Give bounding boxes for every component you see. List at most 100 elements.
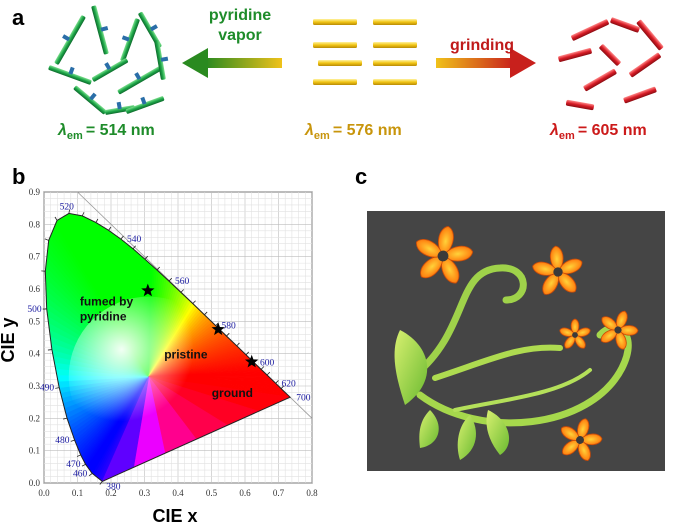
arrow-label-grinding: grinding bbox=[450, 37, 514, 54]
yellow-rod bbox=[373, 60, 417, 66]
yellow-rod bbox=[373, 19, 417, 25]
emission-label-red: λem = 605 nm bbox=[549, 122, 647, 142]
yellow-rod bbox=[313, 79, 357, 85]
flower bbox=[532, 245, 583, 295]
flower bbox=[561, 418, 603, 461]
point-label: pyridine bbox=[80, 310, 127, 324]
yellow-crystals-icon bbox=[313, 19, 417, 85]
x-tick-label: 0.8 bbox=[306, 488, 318, 498]
red-rod bbox=[629, 52, 661, 78]
floral-pattern-image bbox=[394, 226, 639, 461]
yellow-rod bbox=[373, 42, 417, 48]
green-rod bbox=[117, 65, 163, 95]
red-rod bbox=[565, 99, 595, 111]
lambda-symbol: λ bbox=[549, 122, 559, 139]
panel-a-letter: a bbox=[12, 5, 25, 30]
green-rod bbox=[91, 5, 109, 55]
yellow-rod bbox=[373, 79, 417, 85]
red-rod bbox=[583, 68, 617, 92]
x-axis-label: CIE x bbox=[152, 506, 197, 526]
y-tick-label: 0.5 bbox=[29, 316, 41, 326]
chromaticity-gamut bbox=[44, 212, 291, 482]
panel-b-letter: b bbox=[12, 164, 25, 189]
wavelength-label: 620 bbox=[281, 379, 296, 389]
y-tick-label: 0.0 bbox=[29, 478, 41, 488]
green-rod bbox=[138, 11, 162, 49]
wavelength-label: 480 bbox=[55, 436, 70, 446]
green-rod bbox=[73, 85, 107, 115]
svg-text:λem= 514 nm: λem = 514 nm bbox=[57, 122, 155, 142]
yellow-rod bbox=[318, 60, 362, 66]
red-rod bbox=[599, 44, 621, 66]
point-label: ground bbox=[212, 386, 253, 400]
arrow-label-vapor: vapor bbox=[218, 27, 262, 44]
green-rod bbox=[120, 18, 140, 62]
wavelength-label: 700 bbox=[296, 393, 311, 403]
svg-text:λem= 576 nm: λem = 576 nm bbox=[304, 122, 402, 142]
emission-value: = 605 nm bbox=[578, 122, 647, 139]
x-tick-label: 0.5 bbox=[206, 488, 218, 498]
data-point-star bbox=[211, 322, 225, 336]
yellow-rod bbox=[313, 42, 357, 48]
svg-text:λem= 605 nm: λem = 605 nm bbox=[549, 122, 647, 142]
y-tick-label: 0.1 bbox=[29, 446, 40, 456]
spectral-locus bbox=[41, 209, 285, 485]
wavelength-label: 540 bbox=[127, 235, 142, 245]
grinding-arrow bbox=[436, 48, 536, 78]
x-tick-label: 0.6 bbox=[239, 488, 251, 498]
emission-label-green: λem = 514 nm bbox=[57, 122, 155, 142]
y-axis-label: CIE y bbox=[0, 317, 18, 362]
wavelength-label: 520 bbox=[60, 202, 75, 212]
y-tick-label: 0.2 bbox=[29, 413, 40, 423]
green-rod bbox=[91, 58, 129, 82]
lambda-subscript: em bbox=[559, 130, 575, 142]
x-tick-label: 0.7 bbox=[273, 488, 285, 498]
y-tick-label: 0.4 bbox=[29, 349, 41, 359]
x-tick-label: 0.2 bbox=[105, 488, 116, 498]
data-point-star bbox=[141, 283, 155, 297]
flower bbox=[600, 310, 639, 350]
green-rod bbox=[48, 65, 92, 85]
wavelength-label: 580 bbox=[222, 322, 237, 332]
panel-a: a pyridine vapor grinding λem = 514 nm bbox=[12, 5, 664, 142]
lambda-symbol: λ bbox=[304, 122, 314, 139]
emission-label-yellow: λem = 576 nm bbox=[304, 122, 402, 142]
green-rod bbox=[105, 101, 135, 115]
flower bbox=[559, 318, 591, 349]
arrow-label-pyridine: pyridine bbox=[209, 7, 271, 24]
y-tick-label: 0.3 bbox=[29, 381, 41, 391]
y-tick-label: 0.6 bbox=[29, 284, 41, 294]
x-tick-label: 0.0 bbox=[38, 488, 50, 498]
panel-c-letter: c bbox=[355, 164, 367, 189]
x-tick-label: 0.1 bbox=[72, 488, 83, 498]
green-crystals-icon bbox=[48, 5, 169, 115]
wavelength-label: 470 bbox=[66, 460, 81, 470]
lambda-symbol: λ bbox=[57, 122, 67, 139]
lambda-subscript: em bbox=[67, 130, 83, 142]
flower bbox=[416, 226, 474, 284]
data-point-star bbox=[245, 354, 259, 368]
red-rod bbox=[571, 19, 609, 41]
lambda-subscript: em bbox=[314, 130, 330, 142]
emission-value: = 514 nm bbox=[86, 122, 155, 139]
wavelength-label: 380 bbox=[106, 482, 121, 492]
yellow-rod bbox=[313, 19, 357, 25]
pyridine-vapor-arrow bbox=[182, 48, 282, 78]
red-rod bbox=[558, 48, 592, 62]
point-label: fumed by bbox=[80, 295, 134, 309]
y-tick-label: 0.7 bbox=[29, 252, 41, 262]
wavelength-label: 500 bbox=[27, 305, 42, 315]
x-tick-label: 0.3 bbox=[139, 488, 151, 498]
red-rod bbox=[623, 86, 657, 104]
red-rod bbox=[636, 19, 664, 51]
red-crystals-icon bbox=[558, 17, 664, 111]
y-tick-label: 0.8 bbox=[29, 219, 41, 229]
x-tick-label: 0.4 bbox=[172, 488, 184, 498]
wavelength-label: 600 bbox=[260, 359, 275, 369]
point-label: pristine bbox=[164, 347, 208, 361]
wavelength-label: 490 bbox=[40, 384, 55, 394]
red-rod bbox=[610, 17, 640, 33]
